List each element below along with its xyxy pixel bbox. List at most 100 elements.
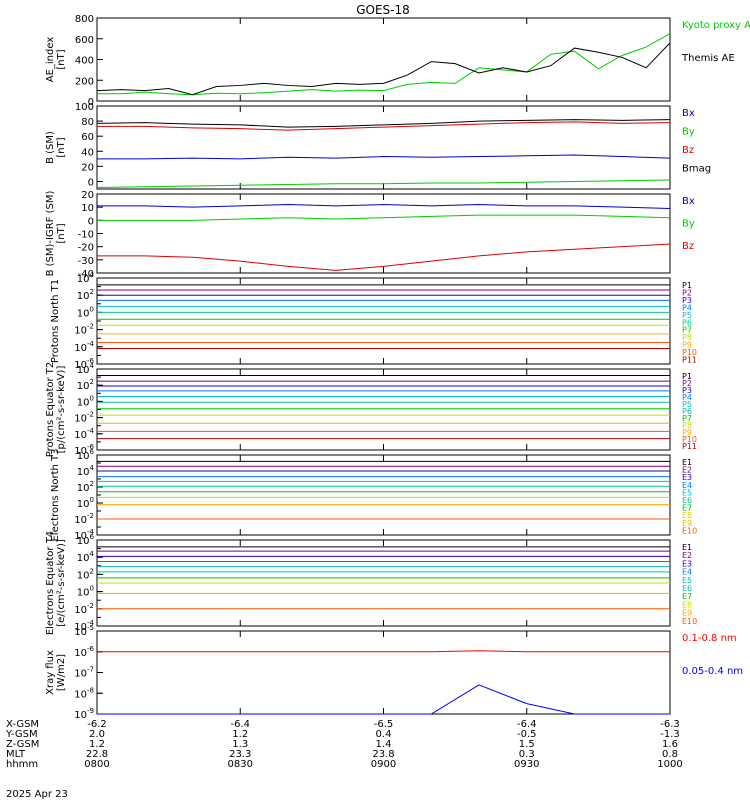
y-tick-label: 102	[77, 567, 94, 581]
y-tick-label: 104	[77, 464, 95, 478]
legend-entry: E6	[682, 584, 692, 593]
y-tick-label: 104	[77, 550, 95, 564]
y-tick-label: 0	[88, 216, 94, 227]
series-line	[96, 119, 671, 128]
y-tick-label: 100	[77, 394, 94, 408]
ephem-value: 0830	[228, 759, 253, 770]
ephem-value: -1.3	[660, 729, 680, 740]
legend-entry: E10	[682, 617, 697, 626]
legend-entry: Bx	[682, 108, 695, 119]
legend-entry: P11	[682, 442, 697, 451]
y-tick-label: 60	[81, 132, 94, 143]
legend-entry: E8	[682, 511, 692, 520]
y-tick-label: 100	[75, 102, 94, 113]
legend-entry: P1	[682, 281, 692, 290]
legend-entry: E7	[682, 592, 692, 601]
y-tick-label: 10-2	[74, 411, 94, 425]
legend-entry: P10	[682, 435, 697, 444]
series-line	[97, 33, 671, 96]
ephem-row-label: hhmm	[6, 759, 38, 770]
series-line	[97, 121, 671, 131]
legend-entry: P11	[682, 356, 697, 365]
ephem-value: 0.3	[519, 749, 535, 760]
legend-entry: E4	[682, 481, 692, 490]
y-axis-label: B (SM)[nT]	[45, 131, 67, 164]
ephem-value: -6.4	[230, 719, 250, 730]
panel-1: 0 200 400 600 800 AE_index[nT] Kyoto proxy AE T…	[45, 14, 750, 108]
legend-entry: 0.1-0.8 nm	[682, 633, 737, 644]
panel-frame	[96, 630, 671, 715]
y-tick-label: 10-5	[74, 624, 94, 638]
ephem-value: -6.5	[374, 719, 394, 730]
y-tick-label: 10-6	[74, 645, 94, 659]
y-tick-label: 20	[81, 190, 94, 201]
ephem-value: 0.8	[662, 749, 678, 760]
legend-entry: P4	[682, 303, 692, 312]
y-axis-label: AE_index[nT]	[45, 37, 67, 83]
y-tick-label: 104	[77, 362, 95, 376]
legend-entry: Themis AE	[681, 53, 735, 64]
ephem-value: 1.6	[662, 739, 678, 750]
legend-entry: E2	[682, 466, 692, 475]
legend-entry: By	[682, 219, 695, 230]
legend-entry: E1	[682, 543, 692, 552]
ephem-value: 0.4	[376, 729, 392, 740]
y-tick-label: -40	[78, 269, 94, 280]
series-line	[97, 154, 671, 160]
legend-entry: E8	[682, 600, 692, 609]
legend-entry: P4	[682, 393, 692, 402]
legend-entry: Bmag	[682, 163, 711, 174]
y-tick-label: 10-2	[74, 323, 94, 337]
series-line	[96, 179, 671, 188]
y-tick-label: 106	[77, 448, 95, 462]
y-tick-label: 600	[75, 35, 94, 46]
legend-entry: P6	[682, 318, 692, 327]
chart-title: GOES-18	[356, 3, 410, 17]
ephem-value: 22.8	[86, 749, 108, 760]
panel-3: -40 -30 -20 -10 0 10 20 B (SM)-IGRF (SM)[nT] Bx B…	[45, 190, 695, 280]
y-axis-label: Electrons North T3	[50, 448, 61, 541]
legend-entry: P9	[682, 341, 692, 350]
ephem-value: -6.4	[517, 719, 537, 730]
legend-entry: P8	[682, 333, 692, 342]
ephem-row-label: Y-GSM	[5, 729, 38, 740]
ephem-value: 1000	[657, 759, 682, 770]
y-tick-label: 10-2	[74, 512, 94, 526]
legend-entry: P7	[682, 414, 692, 423]
legend-entry: P6	[682, 407, 692, 416]
y-tick-label: 100	[77, 305, 94, 319]
panel-2: 0 20 40 60 80 100 B (SM)[nT] Bx By Bz Bmag	[45, 102, 711, 190]
ephem-value: -6.3	[660, 719, 680, 730]
y-tick-label: -10	[78, 230, 94, 241]
legend-entry: Bz	[682, 241, 694, 252]
legend-entry: 0.05-0.4 nm	[682, 666, 743, 677]
ephem-value: 23.3	[229, 749, 251, 760]
ephem-value: 1.2	[89, 739, 105, 750]
y-tick-label: 10-2	[74, 602, 94, 616]
y-tick-label: 10	[81, 203, 94, 214]
y-axis-label: Xray flux[W/m2]	[45, 650, 67, 695]
series-line	[97, 650, 670, 653]
legend-entry: P5	[682, 400, 692, 409]
panel-frame	[96, 105, 671, 190]
legend-entry: E7	[682, 504, 692, 513]
legend-entry: P8	[682, 421, 692, 430]
panel-frame	[96, 277, 671, 365]
ephem-value: 1.5	[519, 739, 535, 750]
y-axis-label: B (SM)-IGRF (SM)[nT]	[45, 191, 67, 277]
legend-entry: P7	[682, 326, 692, 335]
legend-entry: E2	[682, 551, 692, 560]
y-tick-label: 10-4	[74, 427, 94, 441]
ephem-value: -0.5	[517, 729, 537, 740]
y-tick-label: -20	[78, 243, 94, 254]
ephem-value: 0800	[84, 759, 109, 770]
y-tick-label: 100	[77, 496, 94, 510]
legend-entry: E6	[682, 496, 692, 505]
legend-entry: E4	[682, 568, 692, 577]
series-line	[97, 243, 671, 271]
y-tick-label: 10-4	[74, 340, 94, 354]
